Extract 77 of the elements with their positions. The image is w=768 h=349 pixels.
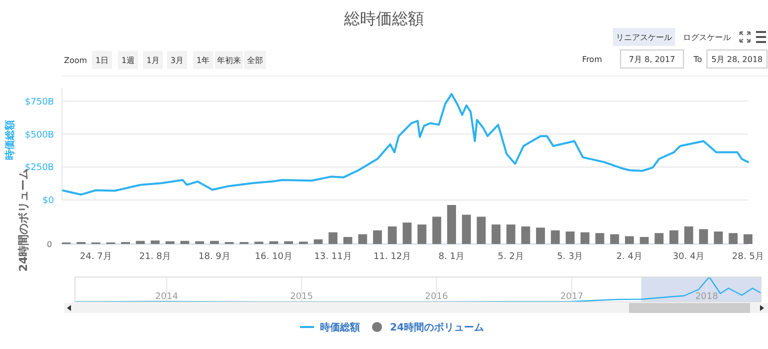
text: To [692,54,702,64]
x-tick-label: 11. 12月 [373,252,412,262]
bar [610,234,620,244]
bar [699,229,708,244]
x-tick-label: 2017 [560,292,584,302]
bar [654,233,664,244]
bar [521,226,530,244]
bar [314,239,323,244]
bar [492,224,500,244]
bar [284,241,293,244]
x-tick-label: 21. 8月 [139,252,172,262]
bar [728,233,738,244]
x-tick-label: 2016 [425,292,448,302]
bar [417,224,426,244]
text: 0 [46,240,52,249]
y-tick-label: $500B [24,130,54,140]
bar [166,241,174,244]
x-tick-label: 30. 4月 [672,252,705,262]
text: 7月 8, 2017 [628,54,676,64]
x-tick-label: 2015 [290,292,314,302]
line-series [61,93,749,196]
bar [536,228,545,244]
x-tick-label: 2018 [695,292,718,302]
text: 1年 [196,56,210,65]
text: 全部 [247,56,263,65]
x-tick-label: 8. 1月 [438,252,465,262]
bar [684,226,694,244]
y-axis-title: 時価総額 [4,120,16,160]
x-tick-label: 5. 2月 [498,252,524,262]
bar [669,230,678,244]
x-tick-label: 18. 9月 [198,252,230,262]
text: ログスケール [683,32,731,42]
text: 5月 28, 2018 [711,54,763,64]
bar [640,236,649,244]
bar [462,214,471,244]
x-tick-label: 2. 4月 [616,252,643,262]
x-tick-label: 16. 10月 [254,252,293,262]
y-tick-label: $0 [42,196,54,206]
bar [328,232,338,244]
bar [150,240,160,244]
bar [566,232,575,244]
bar [402,222,412,244]
bar [744,234,752,244]
bar [373,230,382,244]
text: From [582,54,602,64]
x-tick-label: 24. 7月 [80,252,112,262]
text: リニアスケール [616,32,672,42]
text: 1月 [146,56,160,65]
bar [476,216,486,244]
bar [624,236,634,244]
legend-label: 24時間のボリューム [390,322,484,334]
bar [714,232,723,244]
text: 年初来 [217,56,241,65]
text: 1日 [95,56,109,65]
x-tick-label: 2014 [155,292,178,302]
bar [550,230,560,244]
bar [388,226,397,244]
bar [358,234,368,244]
bar [195,241,204,244]
bar [180,240,190,244]
x-tick-label: 28. 5月 [732,252,764,262]
chart-title: 総時価総額 [343,9,424,28]
bar [506,224,516,244]
bar [210,240,219,244]
x-tick-label: 13. 11月 [314,252,352,262]
y-tick-label: $750B [24,97,54,108]
bar [136,240,145,244]
legend-label: 時価総額 [320,322,360,334]
bar [580,232,590,244]
bar [595,233,604,244]
text: Zoom [64,56,88,65]
bar [447,205,456,244]
bar [343,236,352,244]
text: 3月 [170,56,184,65]
bar [432,216,442,244]
text: 1週 [121,56,135,65]
x-tick-label: 5. 3月 [557,252,584,262]
